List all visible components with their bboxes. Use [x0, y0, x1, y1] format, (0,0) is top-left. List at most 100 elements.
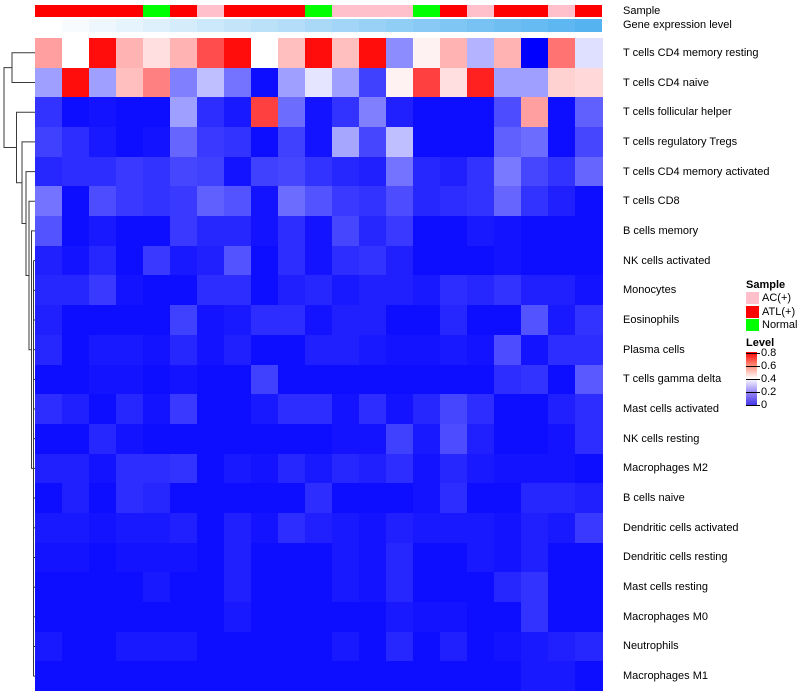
- heatmap-cell: [575, 512, 603, 544]
- heatmap-cell: [386, 572, 414, 603]
- heatmap-cell: [413, 661, 441, 692]
- heatmap-cell: [332, 364, 360, 395]
- heatmap-cell: [440, 394, 468, 425]
- legend-sample-swatch: [746, 292, 759, 304]
- heatmap-cell: [35, 67, 63, 98]
- heatmap-cell: [548, 97, 576, 128]
- heatmap-cell: [305, 631, 333, 662]
- row-label: T cells CD4 memory activated: [623, 165, 770, 178]
- heatmap-cell: [278, 601, 306, 633]
- heatmap-cell: [386, 631, 414, 662]
- sample-annotation-cell: [197, 5, 224, 17]
- heatmap-cell: [89, 601, 117, 633]
- heatmap-cell: [494, 156, 522, 187]
- heatmap-cell: [575, 186, 603, 217]
- heatmap-cell: [305, 334, 333, 365]
- row-label: Macrophages M2: [623, 462, 708, 475]
- heatmap-cell: [116, 512, 144, 544]
- heatmap-cell: [143, 542, 171, 573]
- heatmap-cell: [35, 483, 63, 514]
- heatmap-cell: [251, 38, 279, 69]
- heatmap-cell: [386, 97, 414, 128]
- heatmap-cell: [35, 38, 63, 69]
- heatmap-cell: [224, 483, 252, 514]
- heatmap-cell: [494, 216, 522, 247]
- heatmap-cell: [197, 601, 225, 633]
- heatmap-cell: [251, 216, 279, 247]
- row-label: T cells CD8: [623, 195, 680, 208]
- heatmap-cell: [359, 394, 387, 425]
- heatmap-cell: [251, 601, 279, 633]
- heatmap-cell: [575, 216, 603, 247]
- legend-level-tick-mark: [746, 391, 760, 393]
- legend-sample-swatch: [746, 305, 759, 318]
- heatmap-cell: [224, 453, 252, 484]
- heatmap-cell: [278, 216, 306, 247]
- heatmap-cell: [575, 483, 603, 514]
- heatmap-cell: [170, 38, 198, 69]
- heatmap-cell: [143, 364, 171, 395]
- heatmap-cell: [305, 216, 333, 247]
- heatmap-cell: [413, 572, 441, 603]
- heatmap-cell: [359, 542, 387, 573]
- heatmap-cell: [197, 245, 225, 276]
- heatmap-cell: [386, 453, 414, 484]
- heatmap-cell: [494, 245, 522, 276]
- heatmap-cell: [305, 97, 333, 128]
- heatmap-cell: [440, 334, 468, 365]
- heatmap-cell: [197, 542, 225, 573]
- heatmap-cell: [251, 364, 279, 395]
- heatmap-cell: [116, 67, 144, 98]
- heatmap-cell: [521, 423, 549, 455]
- heatmap-cell: [521, 216, 549, 247]
- heatmap-cell: [521, 512, 549, 544]
- heatmap-cell: [359, 631, 387, 662]
- heatmap-cell: [305, 67, 333, 98]
- legend-sample-label: Normal: [762, 319, 798, 331]
- heatmap-cell: [494, 127, 522, 158]
- heatmap-cell: [62, 601, 90, 633]
- heatmap-cell: [35, 364, 63, 395]
- heatmap-cell: [170, 127, 198, 158]
- heatmap-cell: [278, 512, 306, 544]
- heatmap-cell: [224, 572, 252, 603]
- heatmap-cell: [494, 631, 522, 662]
- heatmap-cell: [251, 394, 279, 425]
- heatmap-cell: [440, 305, 468, 336]
- heatmap-cell: [386, 127, 414, 158]
- heatmap-cell: [305, 156, 333, 187]
- sample-annotation-cell: [305, 5, 332, 17]
- heatmap-cell: [521, 97, 549, 128]
- heatmap-cell: [143, 38, 171, 69]
- heatmap-cell: [494, 512, 522, 544]
- expression-annotation-cell: [305, 19, 332, 32]
- heatmap-cell: [548, 305, 576, 336]
- heatmap-cell: [278, 245, 306, 276]
- heatmap-cell: [35, 542, 63, 573]
- heatmap-cell: [494, 38, 522, 69]
- legend-level-tick-label: 0.2: [761, 385, 777, 398]
- heatmap-cell: [278, 661, 306, 692]
- heatmap-cell: [251, 512, 279, 544]
- heatmap-cell: [197, 512, 225, 544]
- heatmap-cell: [170, 601, 198, 633]
- heatmap-cell: [359, 364, 387, 395]
- sample-annotation-cell: [62, 5, 89, 17]
- heatmap-cell: [521, 394, 549, 425]
- heatmap-cell: [521, 275, 549, 306]
- heatmap-cell: [521, 156, 549, 187]
- sample-annotation-cell: [467, 5, 494, 17]
- heatmap-cell: [521, 483, 549, 514]
- heatmap-cell: [62, 631, 90, 662]
- heatmap-cell: [170, 97, 198, 128]
- heatmap-cell: [197, 127, 225, 158]
- heatmap-cell: [575, 423, 603, 455]
- expression-annotation-cell: [332, 19, 359, 32]
- heatmap-cell: [332, 245, 360, 276]
- sample-annotation-cell: [359, 5, 386, 17]
- heatmap-cell: [494, 186, 522, 217]
- heatmap-cell: [197, 216, 225, 247]
- heatmap-cell: [35, 334, 63, 365]
- heatmap-cell: [116, 423, 144, 455]
- heatmap-cell: [89, 127, 117, 158]
